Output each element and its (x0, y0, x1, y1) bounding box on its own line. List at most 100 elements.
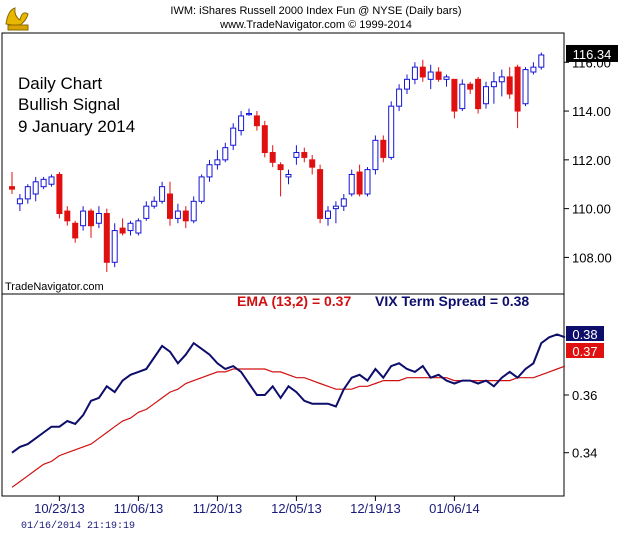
candle (111, 223, 118, 268)
price-tick-label: 110.00 (572, 202, 611, 217)
candle (127, 220, 134, 236)
indicator-axis: 0.34 0.36 (564, 388, 597, 461)
candle (277, 162, 284, 197)
price-tick-label: 112.00 (572, 153, 611, 168)
candle (246, 108, 252, 116)
candle (16, 193, 23, 212)
candle (56, 172, 63, 219)
candle (214, 150, 221, 170)
candle (253, 111, 260, 131)
candle (396, 84, 403, 112)
candle (451, 78, 458, 119)
candle (24, 184, 31, 204)
candle (490, 72, 497, 104)
candle (411, 62, 418, 85)
candle (135, 218, 142, 236)
candle (404, 74, 410, 94)
candle (32, 176, 39, 202)
chart-header-title: IWM: iShares Russell 2000 Index Fun @ NY… (170, 5, 461, 17)
date-tick-label: 11/06/13 (114, 501, 164, 516)
candle (261, 120, 268, 158)
candle (309, 154, 316, 175)
candle (301, 147, 308, 163)
candle (443, 74, 450, 87)
date-tick-label: 11/20/13 (193, 501, 243, 516)
date-tick-label: 12/19/13 (350, 501, 401, 516)
legend-ema: EMA (13,2) = 0.37 (237, 293, 351, 309)
candle (190, 196, 197, 224)
candle (64, 206, 71, 226)
candle (40, 176, 47, 190)
candle (159, 181, 166, 204)
candle (103, 208, 110, 273)
candle (88, 208, 94, 238)
candle (380, 135, 387, 163)
candle (293, 145, 300, 165)
candle (340, 193, 347, 212)
annotation-line-2: Bullish Signal (18, 95, 120, 114)
candle (356, 164, 363, 197)
indicator-tick-label: 0.36 (572, 388, 597, 403)
price-tick-label: 108.00 (572, 250, 612, 265)
ema-badge-label: 0.37 (572, 344, 597, 359)
trade-navigator-logo-icon (5, 7, 29, 31)
candle (522, 67, 529, 107)
vix-term-spread-line (11, 333, 566, 454)
candle (285, 169, 292, 185)
date-tick-label: 01/06/14 (429, 501, 480, 516)
candle (198, 174, 205, 204)
candle (419, 59, 426, 82)
date-axis: 10/23/13 11/06/13 11/20/13 12/05/13 12/19/13… (34, 496, 480, 516)
candle (427, 64, 434, 90)
candle (364, 167, 371, 197)
candle (325, 206, 331, 226)
candle (506, 67, 513, 99)
candle (238, 111, 245, 136)
candle (222, 142, 229, 163)
candle (514, 64, 521, 129)
price-tick-label: 114.00 (572, 104, 611, 119)
candle (498, 69, 505, 97)
candlestick-series (9, 52, 545, 273)
candle (348, 169, 355, 197)
last-price-badge: 116.34 (566, 44, 618, 62)
candle (538, 52, 545, 70)
candle (483, 81, 489, 109)
timestamp: 01/16/2014 21:19:19 (21, 520, 135, 532)
candle (467, 81, 474, 94)
candle (182, 206, 189, 229)
vix-badge-label: 0.38 (572, 327, 597, 342)
chart-header-copyright: www.TradeNavigator.com © 1999-2014 (219, 19, 412, 31)
candle (174, 203, 181, 224)
candle (95, 206, 102, 229)
candle (9, 172, 15, 194)
indicator-series (11, 333, 566, 488)
candle (459, 79, 466, 112)
candle (167, 181, 173, 226)
date-tick-label: 10/23/13 (34, 501, 85, 516)
candle (119, 218, 126, 236)
candle (143, 201, 150, 221)
indicator-tick-label: 0.34 (572, 446, 597, 461)
annotation-line-1: Daily Chart (18, 74, 102, 93)
watermark: TradeNavigator.com (5, 281, 104, 293)
annotation-line-3: 9 January 2014 (18, 117, 135, 136)
candle (475, 76, 482, 114)
candle (269, 145, 276, 168)
candle (230, 123, 237, 151)
candle (332, 201, 339, 224)
legend-vix: VIX Term Spread = 0.38 (375, 293, 529, 309)
last-price-label: 116.34 (573, 47, 612, 62)
date-tick-label: 12/05/13 (271, 501, 322, 516)
candle (151, 196, 158, 209)
candle (72, 220, 79, 243)
candle (80, 206, 87, 231)
candle (435, 67, 442, 82)
vix-badge: 0.38 (566, 326, 604, 342)
candle (372, 135, 379, 175)
candle (48, 174, 55, 187)
candle (317, 164, 324, 224)
ema-badge: 0.37 (566, 343, 604, 359)
candle (530, 62, 537, 75)
